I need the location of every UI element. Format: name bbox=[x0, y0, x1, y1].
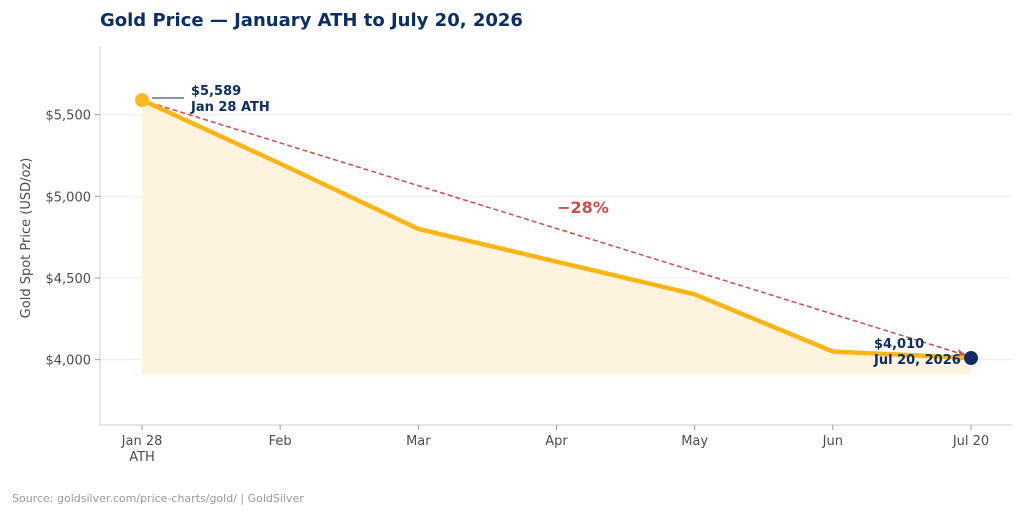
y-axis-label: Gold Spot Price (USD/oz) bbox=[19, 158, 34, 319]
x-tick-label: Apr bbox=[545, 434, 568, 449]
x-tick-label: Feb bbox=[269, 434, 292, 449]
x-tick-label-line: Jul 20 bbox=[952, 434, 989, 449]
area-layer bbox=[142, 100, 971, 375]
x-tick-label-line: Jun bbox=[822, 434, 843, 449]
chart-title: Gold Price — January ATH to July 20, 202… bbox=[100, 10, 523, 31]
x-tick-label-line: ATH bbox=[129, 450, 155, 465]
x-tick-label: May bbox=[681, 434, 708, 449]
point-layer bbox=[135, 93, 978, 366]
end-date-label: Jul 20, 2026 bbox=[873, 353, 961, 368]
start-date-label: Jan 28 ATH bbox=[190, 100, 270, 115]
start-value-label: $5,589 bbox=[191, 84, 241, 99]
start-point bbox=[135, 93, 149, 108]
x-ticks: Jan 28 ATH Feb Mar Apr May Jun Jul 20 bbox=[121, 425, 989, 465]
end-point bbox=[964, 351, 978, 366]
change-label: −28% bbox=[557, 198, 609, 217]
y-tick-label: $4,000 bbox=[46, 354, 92, 369]
x-tick-label: Mar bbox=[406, 434, 431, 449]
y-tick-label: $5,000 bbox=[46, 190, 92, 205]
y-tick-label: $4,500 bbox=[46, 272, 92, 287]
x-tick-label-line: Mar bbox=[406, 434, 431, 449]
area-fill bbox=[142, 100, 971, 375]
price-line bbox=[139, 97, 974, 361]
x-tick-label: Jan 28 ATH bbox=[121, 434, 163, 465]
x-tick-label-line: Apr bbox=[545, 434, 568, 449]
x-tick-label-line: May bbox=[681, 434, 708, 449]
y-tick-label: $5,500 bbox=[46, 109, 92, 124]
x-tick-label: Jun bbox=[822, 434, 843, 449]
x-tick-label-line: Feb bbox=[269, 434, 292, 449]
x-tick-label: Jul 20 bbox=[952, 434, 989, 449]
x-tick-label-line: Jan 28 bbox=[121, 434, 163, 449]
source-note: Source: goldsilver.com/price-charts/gold… bbox=[12, 492, 304, 505]
y-ticks: $4,000 $4,500 $5,000 $5,500 bbox=[46, 109, 100, 369]
line-layer bbox=[139, 97, 974, 361]
end-value-label: $4,010 bbox=[874, 337, 924, 352]
